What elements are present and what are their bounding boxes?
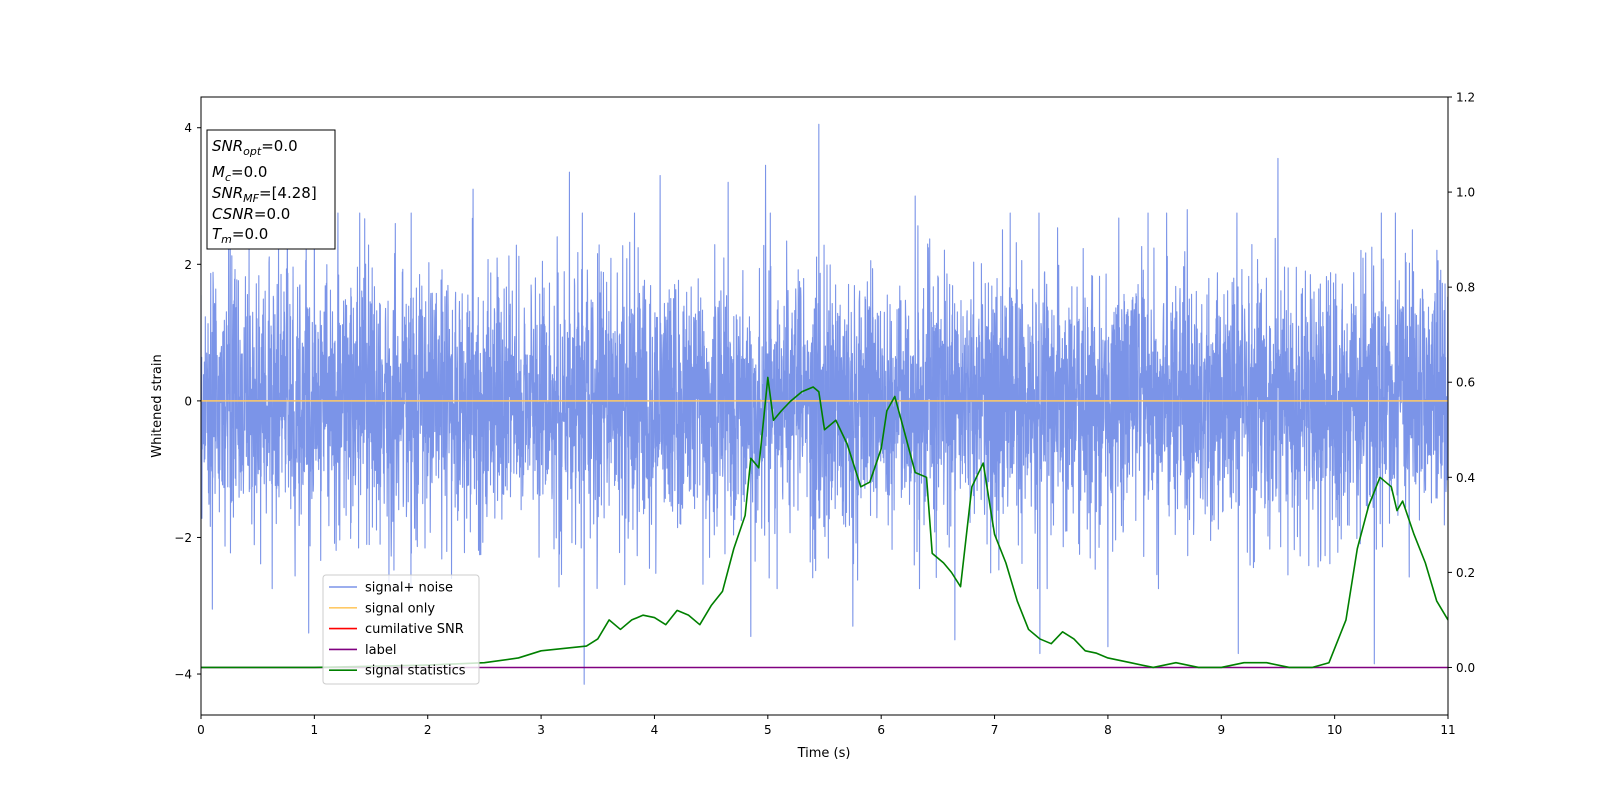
legend-label: label [365, 643, 396, 658]
annotation-var: T [212, 225, 223, 243]
series-signal-statistics-line [201, 376, 1448, 669]
legend-label: signal+ noise [365, 581, 453, 596]
annotation-box: SNRopt=0.0Mc=0.0SNRMF=[4.28]CSNR=0.0Tm=0… [206, 129, 336, 250]
annotation-sub: opt [243, 145, 262, 158]
x-tick-label: 11 [1440, 723, 1455, 737]
series-signal-noise-line [201, 123, 1448, 685]
y2-tick-label: 0.4 [1456, 471, 1475, 485]
y-tick-label: −4 [174, 668, 192, 682]
x-axis-label: Time (s) [797, 746, 851, 761]
y-tick-label: −2 [174, 531, 192, 545]
annotation-var: SNR [212, 184, 243, 202]
legend-label: signal only [365, 601, 435, 616]
annotation-value: =0.0 [254, 205, 290, 223]
annotation-line: SNRopt=0.0 [212, 137, 298, 158]
y2-tick-label: 0.6 [1456, 376, 1475, 390]
y2-tick-label: 1.2 [1456, 91, 1475, 105]
annotation-value: =[4.28] [259, 184, 317, 202]
annotation-value: =0.0 [231, 163, 267, 181]
annotation-var: SNR [212, 137, 243, 155]
y-axis-label: Whitened strain [150, 354, 165, 457]
legend-item[interactable]: cumilative SNR [329, 622, 464, 637]
legend-label: cumilative SNR [365, 622, 464, 637]
annotation-sub: m [221, 233, 232, 246]
y2-tick-label: 0.0 [1456, 661, 1475, 675]
annotation-frame [206, 129, 336, 250]
x-tick-label: 6 [877, 723, 885, 737]
annotation-line: SNRMF=[4.28] [212, 184, 317, 205]
x-tick-label: 9 [1217, 723, 1225, 737]
legend-item[interactable]: signal statistics [329, 664, 466, 679]
y-axis-left: −4 −2 0 2 4 [174, 121, 201, 682]
x-tick-label: 2 [424, 723, 432, 737]
annotation-var: CSNR [212, 205, 254, 223]
annotation-line: Tm=0.0 [212, 225, 268, 246]
y-tick-label: 0 [184, 394, 192, 408]
x-axis: 0 1 2 3 4 5 6 7 8 9 10 11 [197, 715, 1456, 737]
y2-tick-label: 1.0 [1456, 186, 1475, 200]
annotation-line: CSNR=0.0 [212, 205, 290, 223]
y2-tick-label: 0.8 [1456, 281, 1475, 295]
x-tick-label: 1 [311, 723, 319, 737]
legend-frame [322, 574, 480, 685]
y2-tick-label: 0.2 [1456, 566, 1475, 580]
annotation-value: =0.0 [261, 137, 297, 155]
x-tick-label: 4 [651, 723, 659, 737]
annotation-sub: MF [243, 192, 259, 205]
x-tick-label: 5 [764, 723, 772, 737]
annotation-sub: c [225, 171, 231, 184]
x-tick-label: 10 [1327, 723, 1342, 737]
plot-frame [200, 96, 1449, 716]
x-tick-label: 7 [991, 723, 999, 737]
y-tick-label: 4 [184, 121, 192, 135]
x-tick-label: 8 [1104, 723, 1112, 737]
y-tick-label: 2 [184, 258, 192, 272]
x-tick-label: 3 [537, 723, 545, 737]
annotation-value: =0.0 [232, 225, 268, 243]
annotation-var: M [212, 163, 225, 181]
x-tick-label: 0 [197, 723, 205, 737]
legend[interactable]: signal+ noise signal only cumilative SNR la… [322, 574, 480, 685]
annotation-line: Mc=0.0 [212, 163, 267, 184]
legend-item[interactable]: label [329, 643, 396, 658]
y-axis-right: 0.0 0.2 0.4 0.6 0.8 1.0 1.2 [1448, 91, 1475, 675]
legend-item[interactable]: signal+ noise [329, 581, 453, 596]
legend-item[interactable]: signal only [329, 601, 435, 616]
legend-label: signal statistics [365, 664, 466, 679]
